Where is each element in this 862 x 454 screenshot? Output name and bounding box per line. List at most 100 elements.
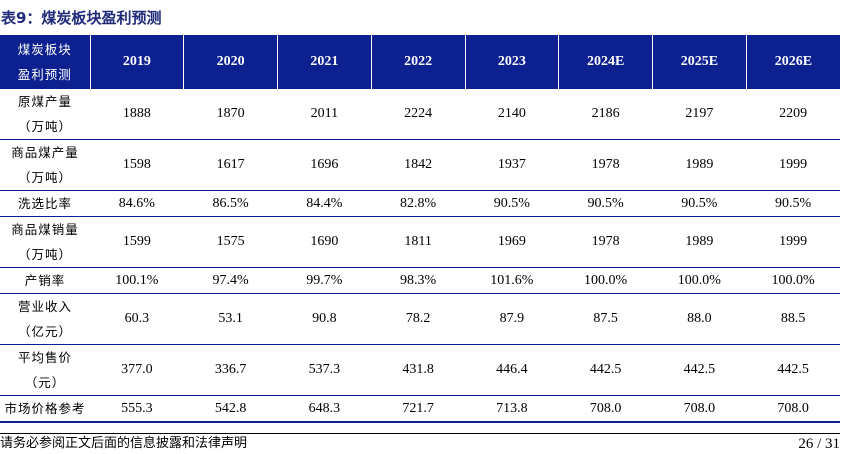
value-cell: 648.3 [277, 395, 372, 423]
value-cell: 446.4 [465, 344, 559, 396]
row-label-line: （万吨） [17, 170, 72, 185]
value-cell: 1969 [465, 216, 559, 268]
row-label-line: 产销率 [24, 273, 66, 288]
footer-disclaimer: 请务必参阅正文后面的信息披露和法律声明 [0, 436, 248, 451]
value-cell: 1617 [183, 139, 278, 191]
value-cell: 100.0% [746, 267, 840, 294]
row-label-line: 洗选比率 [17, 196, 72, 211]
value-cell: 442.5 [652, 344, 747, 396]
value-cell: 100.0% [558, 267, 653, 294]
value-cell: 537.3 [277, 344, 372, 396]
value-cell: 1888 [90, 89, 184, 140]
coal-forecast-table: 煤炭板块 盈利预测 2019 2020 2021 2022 2023 2024E… [0, 35, 840, 423]
value-cell: 442.5 [746, 344, 840, 396]
value-cell: 53.1 [183, 293, 278, 345]
row-label: 商品煤销量 （万吨） [0, 216, 90, 268]
value-cell: 377.0 [90, 344, 184, 396]
value-cell: 1690 [277, 216, 372, 268]
value-cell: 2197 [652, 89, 747, 140]
row-label-line: （元） [24, 375, 66, 390]
value-cell: 721.7 [371, 395, 465, 423]
year-header: 2019 [89, 35, 184, 89]
header-label-cell: 煤炭板块 盈利预测 [0, 35, 90, 89]
row-label-line: 市场价格参考 [4, 401, 86, 416]
value-cell: 88.5 [746, 293, 840, 345]
value-cell: 100.0% [652, 267, 747, 294]
year-header: 2022 [370, 35, 465, 89]
table-row: 洗选比率 84.6% 86.5% 84.4% 82.8% 90.5% 90.5% 90.5% 9… [0, 190, 840, 217]
value-cell: 431.8 [371, 344, 465, 396]
table-row: 平均售价 （元） 377.0 336.7 537.3 431.8 446.4 442.5 442… [0, 344, 840, 396]
header-label-line: 煤炭板块 [17, 42, 72, 57]
row-label-line: 原煤产量 [17, 94, 72, 109]
row-label-line: 营业收入 [17, 299, 72, 314]
table-row: 市场价格参考 555.3 542.8 648.3 721.7 713.8 708.0 708.… [0, 395, 840, 423]
row-label: 市场价格参考 [0, 395, 90, 423]
value-cell: 2140 [465, 89, 559, 140]
page-number: 26 / 31 [798, 436, 840, 452]
value-cell: 90.5% [558, 190, 653, 217]
value-cell: 98.3% [371, 267, 465, 294]
value-cell: 2011 [277, 89, 372, 140]
value-cell: 86.5% [183, 190, 278, 217]
value-cell: 97.4% [183, 267, 278, 294]
value-cell: 87.5 [558, 293, 653, 345]
table-row: 商品煤产量 （万吨） 1598 1617 1696 1842 1937 1978 1989 199… [0, 139, 840, 191]
value-cell: 1696 [277, 139, 372, 191]
row-label-line: （亿元） [17, 324, 72, 339]
year-header: 2026E [745, 35, 840, 89]
row-label: 营业收入 （亿元） [0, 293, 90, 345]
row-label: 商品煤产量 （万吨） [0, 139, 90, 191]
row-label-line: 平均售价 [17, 350, 72, 365]
year-header: 2020 [183, 35, 278, 89]
value-cell: 1999 [746, 216, 840, 268]
year-header: 2021 [277, 35, 372, 89]
row-label: 洗选比率 [0, 190, 90, 217]
value-cell: 90.5% [652, 190, 747, 217]
year-header: 2024E [558, 35, 653, 89]
value-cell: 542.8 [183, 395, 278, 423]
value-cell: 101.6% [465, 267, 559, 294]
value-cell: 88.0 [652, 293, 747, 345]
value-cell: 555.3 [90, 395, 184, 423]
row-label: 平均售价 （元） [0, 344, 90, 396]
table-body: 原煤产量 （万吨） 1888 1870 2011 2224 2140 2186 2197 2209… [0, 89, 840, 423]
table-caption: 表9：煤炭板块盈利预测 [1, 9, 162, 27]
value-cell: 1978 [558, 139, 653, 191]
value-cell: 90.8 [277, 293, 372, 345]
value-cell: 2186 [558, 89, 653, 140]
value-cell: 87.9 [465, 293, 559, 345]
value-cell: 1575 [183, 216, 278, 268]
value-cell: 1598 [90, 139, 184, 191]
value-cell: 84.4% [277, 190, 372, 217]
row-label-line: （万吨） [17, 247, 72, 262]
footer-divider [0, 433, 840, 434]
value-cell: 84.6% [90, 190, 184, 217]
value-cell: 2224 [371, 89, 465, 140]
header-row: 煤炭板块 盈利预测 2019 2020 2021 2022 2023 2024E… [0, 35, 840, 89]
value-cell: 90.5% [746, 190, 840, 217]
value-cell: 1937 [465, 139, 559, 191]
table-row: 产销率 100.1% 97.4% 99.7% 98.3% 101.6% 100.0% 100.… [0, 267, 840, 294]
value-cell: 100.1% [90, 267, 184, 294]
value-cell: 708.0 [558, 395, 653, 423]
value-cell: 1978 [558, 216, 653, 268]
value-cell: 708.0 [652, 395, 747, 423]
value-cell: 2209 [746, 89, 840, 140]
row-label-line: （万吨） [17, 119, 72, 134]
row-label-line: 商品煤产量 [11, 145, 79, 160]
table-row: 原煤产量 （万吨） 1888 1870 2011 2224 2140 2186 2197 2209 [0, 89, 840, 140]
value-cell: 99.7% [277, 267, 372, 294]
header-label-line: 盈利预测 [17, 67, 72, 82]
value-cell: 1599 [90, 216, 184, 268]
table-row: 商品煤销量 （万吨） 1599 1575 1690 1811 1969 1978 1989 199… [0, 216, 840, 268]
value-cell: 90.5% [465, 190, 559, 217]
value-cell: 1989 [652, 139, 747, 191]
value-cell: 708.0 [746, 395, 840, 423]
row-label-line: 商品煤销量 [11, 222, 79, 237]
value-cell: 1989 [652, 216, 747, 268]
year-header: 2023 [464, 35, 559, 89]
row-label: 产销率 [0, 267, 90, 294]
value-cell: 1842 [371, 139, 465, 191]
value-cell: 442.5 [558, 344, 653, 396]
